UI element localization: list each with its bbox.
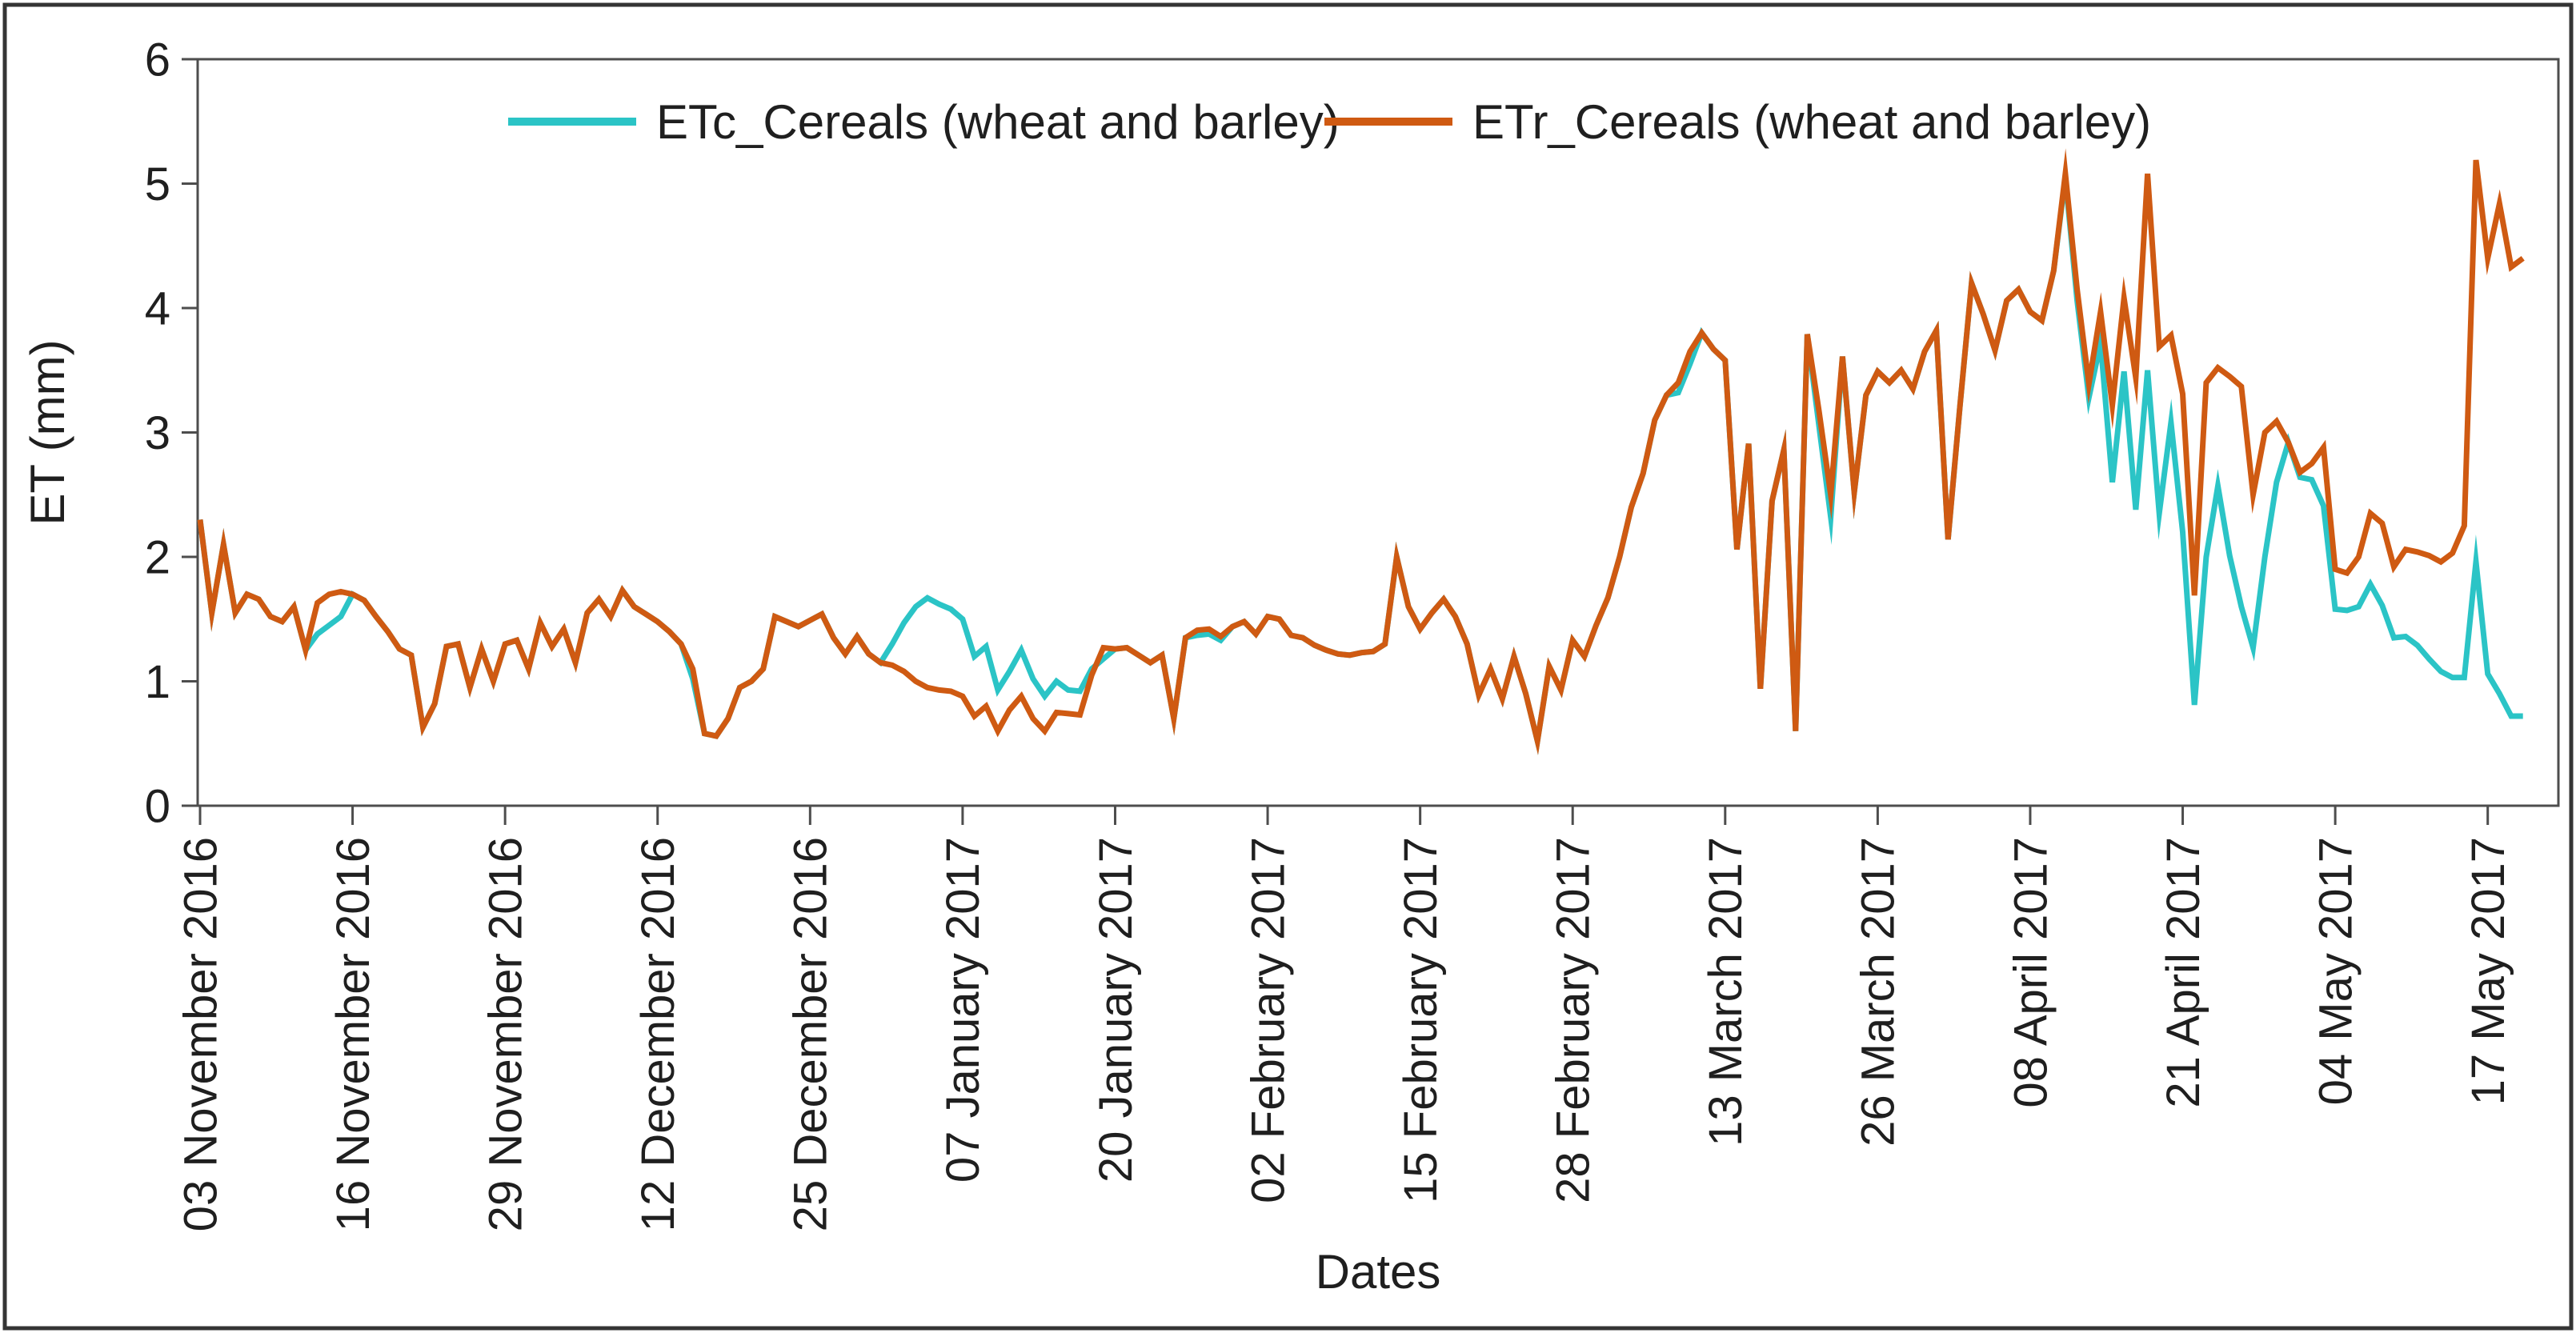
y-tick-label: 0 xyxy=(145,780,170,832)
legend-etr-label: ETr_Cereals (wheat and barley) xyxy=(1472,95,2151,149)
y-tick-label: 1 xyxy=(145,656,170,708)
y-axis-ticks xyxy=(182,58,198,807)
y-axis-title: ET (mm) xyxy=(21,339,74,525)
x-tick-label: 12 December 2016 xyxy=(632,837,684,1231)
x-tick-label: 25 December 2016 xyxy=(785,837,837,1231)
y-tick-label: 4 xyxy=(145,282,170,334)
x-tick-label: 28 February 2017 xyxy=(1548,837,1600,1203)
x-tick-label: 15 February 2017 xyxy=(1395,837,1447,1203)
y-axis-labels: 0 1 2 3 4 5 6 xyxy=(145,34,170,832)
series-etc-line xyxy=(197,151,2523,755)
series-lines xyxy=(197,148,2525,755)
x-tick-label: 13 March 2017 xyxy=(1700,837,1752,1147)
x-axis-ticks xyxy=(198,806,2490,825)
x-axis-labels: 03 November 2016 16 November 2016 29 Novem… xyxy=(174,837,2514,1231)
legend: ETc_Cereals (wheat and barley) ETr_Cerea… xyxy=(508,95,2151,149)
x-tick-label: 03 November 2016 xyxy=(174,837,226,1231)
x-tick-label: 02 February 2017 xyxy=(1242,837,1294,1203)
x-tick-label: 29 November 2016 xyxy=(479,837,531,1231)
x-tick-label: 08 April 2017 xyxy=(2005,837,2057,1108)
y-tick-label: 3 xyxy=(145,407,170,459)
series-etr-line xyxy=(197,148,2525,755)
y-tick-label: 6 xyxy=(145,34,170,86)
legend-etc-label: ETc_Cereals (wheat and barley) xyxy=(656,95,1340,149)
x-tick-label: 21 April 2017 xyxy=(2157,837,2209,1108)
y-tick-label: 2 xyxy=(145,531,170,583)
x-tick-label: 26 March 2017 xyxy=(1853,837,1905,1147)
x-tick-label: 04 May 2017 xyxy=(2310,837,2362,1105)
x-tick-label: 16 November 2016 xyxy=(327,837,379,1231)
y-tick-label: 5 xyxy=(145,158,170,210)
x-tick-label: 07 January 2017 xyxy=(937,837,989,1183)
x-tick-label: 17 May 2017 xyxy=(2462,837,2514,1105)
x-axis-title: Dates xyxy=(1316,1245,1441,1299)
x-tick-label: 20 January 2017 xyxy=(1090,837,1142,1183)
